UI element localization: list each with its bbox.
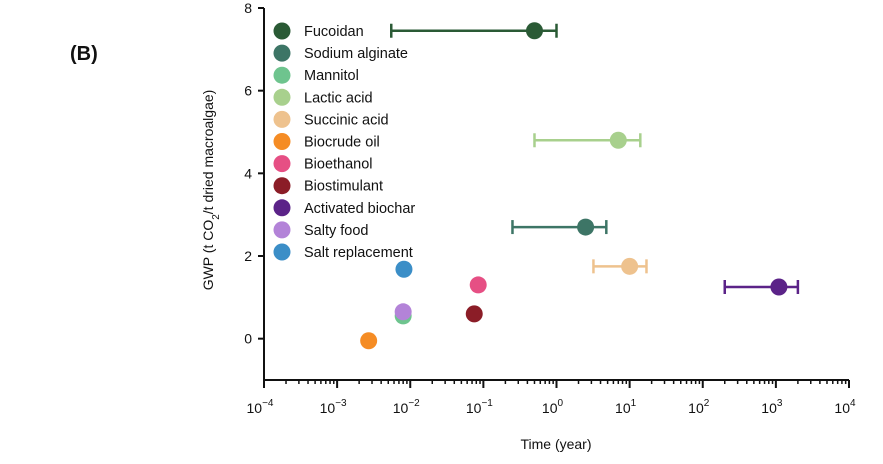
legend-label: Activated biochar: [304, 201, 415, 217]
y-tick-label: 2: [244, 248, 252, 264]
data-point: [394, 303, 412, 321]
data-point: [577, 218, 595, 236]
x-tick-label: 10−1: [466, 398, 493, 416]
data-point: [395, 260, 413, 278]
legend-marker: [273, 133, 291, 150]
panel-label: (B): [70, 43, 98, 65]
y-tick-label: 4: [244, 165, 252, 181]
legend-label: Mannitol: [304, 68, 359, 84]
x-tick-label: 104: [834, 398, 856, 416]
axes: 0 2 4 6 8 10−4 10−3 10−2 10−1 100 101 102 103 104: [244, 0, 856, 416]
legend-label: Sodium alginate: [304, 46, 408, 62]
legend-label: Lactic acid: [304, 90, 373, 106]
legend-label: Salty food: [304, 223, 369, 239]
legend-marker: [273, 88, 291, 106]
legend-label: Bioethanol: [304, 157, 373, 173]
data-point: [770, 278, 788, 296]
y-tick-label: 0: [244, 331, 252, 347]
legend-label: Salt replacement: [304, 245, 413, 261]
legend-label: Fucoidan: [304, 24, 364, 40]
y-axis-title-pre: GWP (t CO: [200, 220, 216, 291]
x-tick-label: 10−3: [320, 398, 347, 416]
legend-marker: [273, 66, 291, 84]
x-tick-label: 10−4: [247, 398, 274, 416]
data-points: [360, 22, 788, 350]
y-axis-title-sub: 2: [211, 214, 222, 220]
data-point: [525, 22, 543, 40]
x-tick-label: 103: [761, 398, 783, 416]
legend-marker: [273, 177, 291, 195]
legend-label: Biostimulant: [304, 179, 383, 195]
legend-marker: [273, 22, 291, 40]
legend-marker: [273, 44, 291, 62]
data-point: [360, 332, 378, 350]
legend-marker: [273, 221, 291, 239]
x-tick-label: 101: [615, 398, 637, 416]
legend-label: Biocrude oil: [304, 135, 380, 151]
x-tick-label: 100: [542, 398, 564, 416]
y-axis-title: GWP (t CO2/t dried macroalgae): [200, 90, 222, 291]
legend-marker: [273, 243, 291, 261]
data-point: [469, 276, 487, 294]
legend-marker: [273, 110, 291, 128]
y-tick-label: 6: [244, 83, 252, 99]
x-tick-label: 10−2: [393, 398, 420, 416]
legend-label: Succinic acid: [304, 112, 389, 128]
data-point: [609, 131, 627, 149]
legend: Fucoidan Sodium alginate Mannitol Lactic ac…: [273, 22, 415, 261]
legend-marker: [273, 155, 291, 173]
x-axis-title: Time (year): [520, 436, 591, 452]
data-point: [465, 305, 483, 323]
legend-marker: [273, 199, 291, 217]
data-point: [621, 257, 639, 275]
y-axis-title-post: /t dried macroalgae): [200, 90, 216, 215]
y-tick-label: 8: [244, 0, 252, 16]
error-bars: [390, 23, 800, 294]
x-tick-label: 102: [688, 398, 710, 416]
